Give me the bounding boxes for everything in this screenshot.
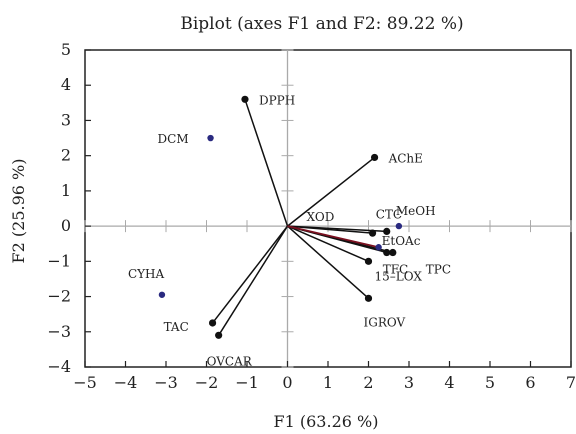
vector-label-ovcar: OVCAR [207,354,253,368]
x-tick-label: −3 [154,373,178,392]
vector-tip-tpc [389,248,397,257]
x-tick-label: 2 [363,373,373,392]
x-tick-label: 6 [525,373,535,392]
highlight-vector [287,225,379,249]
vector-ovcar [218,225,289,336]
x-tick-label: −4 [114,373,138,392]
x-tick-label: 3 [404,373,414,392]
vector-label-xod: XOD [307,210,335,224]
vector-label-dpph: DPPH [259,93,295,107]
y-tick-label: 2 [61,146,71,165]
y-tick-label: 4 [61,75,71,94]
vector-label-15-lox: 15–LOX [375,269,423,283]
x-tick-label: 4 [444,373,454,392]
vector-tip-ovcar [215,331,223,339]
vector-label-ctc: CTC [376,207,402,221]
observation-label-dcm: DCM [158,132,189,146]
y-tick-label: −2 [47,287,71,306]
x-tick-label: 0 [282,373,292,392]
x-axis-ticks: −5 −4 −3 −2 −1 0 1 2 3 4 5 6 7 [73,361,576,392]
vector-tac [211,225,289,324]
observation-points: DCM MeOH EtOAc CYHA [128,132,436,298]
vector-label-ache: AChE [388,151,423,165]
observation-point-etoac [375,244,382,251]
x-axis-title: F1 (63.26 %) [274,412,379,431]
x-tick-label: 5 [485,373,495,392]
vector-tip-dpph [241,95,249,103]
vector-tip-15-lox [364,257,373,265]
zero-axes [84,49,572,368]
x-tick-label: 1 [323,373,333,392]
vector-label-igrov: IGROV [364,315,406,329]
y-tick-label: 5 [61,40,71,59]
y-tick-label: 0 [61,216,71,235]
observation-label-meoh: MeOH [396,204,436,218]
y-tick-label: 1 [61,181,71,200]
vector-label-tac: TAC [164,320,189,334]
vector-tip-ache [370,153,379,162]
observation-point-cyha [158,291,166,298]
vector-tip-tac [208,319,217,327]
x-tick-label: −1 [235,373,259,392]
y-tick-label: −3 [47,322,71,341]
vector-ctc [287,225,387,233]
x-tick-label: −2 [195,373,219,392]
vector-tip-ctc [383,227,391,235]
y-tick-label: 3 [61,110,71,129]
vector-igrov [287,225,369,299]
y-tick-label: −4 [47,357,71,376]
vector-tip-igrov [364,294,373,302]
vector-15-lox [287,225,369,263]
observation-point-meoh [395,222,403,230]
x-tick-label: 7 [566,373,576,392]
observation-label-cyha: CYHA [128,267,165,281]
vector-label-tpc: TPC [426,263,451,277]
observation-point-dcm [207,134,214,142]
y-axis-title: F2 (25.96 %) [9,159,28,264]
chart-title: Biplot (axes F1 and F2: 89.22 %) [180,14,463,34]
y-tick-label: −1 [47,251,71,270]
x-tick-label: −5 [73,373,97,392]
observation-label-etoac: EtOAc [382,234,421,248]
vector-dpph [244,99,289,227]
vector-ache [287,156,376,227]
plot-frame [84,49,572,368]
y-axis-ticks: 5 4 3 2 1 0 −1 −2 −3 −4 [47,40,91,376]
vector-label-tfc: TFC [383,263,409,277]
